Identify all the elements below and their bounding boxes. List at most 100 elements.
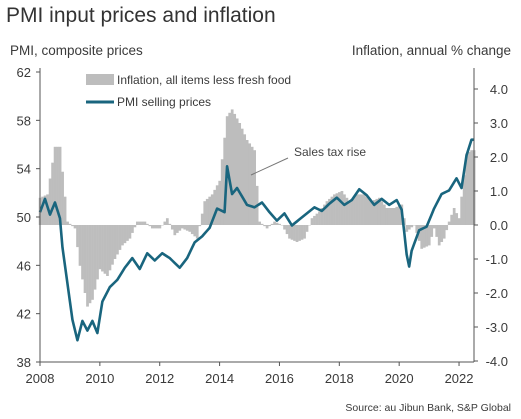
inflation-bar xyxy=(98,225,102,270)
inflation-bar xyxy=(370,201,374,225)
inflation-bar xyxy=(260,223,264,225)
inflation-bar xyxy=(440,225,444,242)
inflation-bar xyxy=(91,225,94,300)
inflation-bar xyxy=(101,225,104,272)
inflation-bar xyxy=(153,225,157,229)
inflation-bar xyxy=(265,225,269,229)
inflation-bar xyxy=(146,223,149,225)
axes-group: 38 42 46 50 54 58 62 -4.0 -3.0 -2.0 -1.0 0.0 1.0 2.0 3… xyxy=(17,65,508,386)
inflation-bar xyxy=(318,211,321,225)
inflation-bar xyxy=(188,225,192,232)
inflation-bar xyxy=(150,225,154,229)
inflation-bar xyxy=(223,137,227,225)
inflation-bar xyxy=(460,196,464,225)
inflation-bar xyxy=(136,221,139,225)
inflation-bar xyxy=(155,225,159,229)
inflation-bar xyxy=(290,225,294,240)
inflation-bar xyxy=(392,208,396,225)
inflation-bar xyxy=(58,146,62,225)
x-tick-label: 2014 xyxy=(205,371,234,386)
inflation-bar xyxy=(213,189,217,225)
inflation-bar xyxy=(173,225,177,236)
inflation-bar xyxy=(233,113,237,225)
bar-series xyxy=(38,109,476,307)
inflation-bar xyxy=(88,225,92,304)
inflation-bar xyxy=(238,123,242,225)
inflation-bar xyxy=(452,208,456,225)
inflation-bar xyxy=(367,198,371,225)
inflation-bar xyxy=(121,225,124,246)
inflation-bar xyxy=(198,225,202,227)
inflation-bar xyxy=(86,225,89,307)
inflation-bar xyxy=(220,159,224,225)
inflation-bar xyxy=(68,223,72,225)
inflation-bar xyxy=(395,206,399,225)
inflation-bar xyxy=(56,146,59,225)
right-tick-label: 0.0 xyxy=(490,218,508,233)
inflation-bar xyxy=(407,225,411,230)
x-tick-label: 2008 xyxy=(26,371,55,386)
inflation-bar xyxy=(118,225,122,250)
inflation-bar xyxy=(445,225,449,231)
inflation-bar xyxy=(380,201,384,225)
right-tick-label: -3.0 xyxy=(486,320,508,335)
inflation-bar xyxy=(203,201,207,225)
inflation-bar xyxy=(275,222,279,225)
left-axis-label: PMI, composite prices xyxy=(10,43,143,58)
inflation-bar xyxy=(168,223,172,225)
x-tick-label: 2020 xyxy=(385,371,414,386)
annotation-label: Sales tax rise xyxy=(294,145,366,159)
inflation-bar xyxy=(442,225,446,239)
annotation-leader-line xyxy=(250,157,289,176)
inflation-bar xyxy=(432,225,436,229)
inflation-bar xyxy=(377,197,381,225)
inflation-bar xyxy=(245,140,249,225)
inflation-bar xyxy=(390,208,394,225)
pmi-selling-prices-line xyxy=(38,138,474,342)
inflation-bar xyxy=(303,225,306,239)
inflation-bar xyxy=(355,194,359,225)
right-tick-label: 2.0 xyxy=(490,150,508,165)
inflation-bar xyxy=(108,225,112,271)
inflation-bar xyxy=(450,214,454,225)
inflation-bar xyxy=(48,178,52,225)
inflation-bar xyxy=(230,109,234,225)
inflation-bar xyxy=(143,221,147,225)
inflation-bar xyxy=(126,225,129,241)
right-axis-label: Inflation, annual % change xyxy=(351,43,511,58)
inflation-bar xyxy=(123,225,127,244)
inflation-bar xyxy=(270,223,274,225)
inflation-bar xyxy=(350,198,354,225)
inflation-bar xyxy=(375,198,379,225)
inflation-bar xyxy=(258,221,261,225)
inflation-bar xyxy=(470,150,473,225)
right-tick-label: 4.0 xyxy=(490,82,508,97)
inflation-bar xyxy=(93,225,97,290)
inflation-bar xyxy=(61,171,64,225)
right-tick-label: 1.0 xyxy=(490,184,508,199)
inflation-bar xyxy=(447,221,451,225)
inflation-bar xyxy=(360,194,364,225)
left-tick-label: 50 xyxy=(17,210,31,225)
inflation-bar xyxy=(63,196,67,225)
inflation-bar xyxy=(415,225,419,233)
inflation-bar xyxy=(180,225,184,229)
inflation-bar xyxy=(96,225,99,280)
inflation-bar xyxy=(397,205,401,225)
inflation-bar xyxy=(278,223,281,225)
inflation-bar xyxy=(250,146,254,225)
inflation-bar xyxy=(248,143,252,225)
inflation-bar xyxy=(285,225,289,235)
inflation-bar xyxy=(465,153,469,225)
x-tick-label: 2010 xyxy=(85,371,114,386)
inflation-bar xyxy=(298,225,301,241)
left-tick-label: 58 xyxy=(17,113,31,128)
inflation-bar xyxy=(240,128,244,225)
inflation-bar xyxy=(253,150,256,225)
inflation-bar xyxy=(195,225,199,239)
inflation-bar xyxy=(305,225,309,232)
inflation-bar xyxy=(131,225,134,233)
inflation-bar xyxy=(128,225,132,239)
inflation-bar xyxy=(53,146,57,225)
